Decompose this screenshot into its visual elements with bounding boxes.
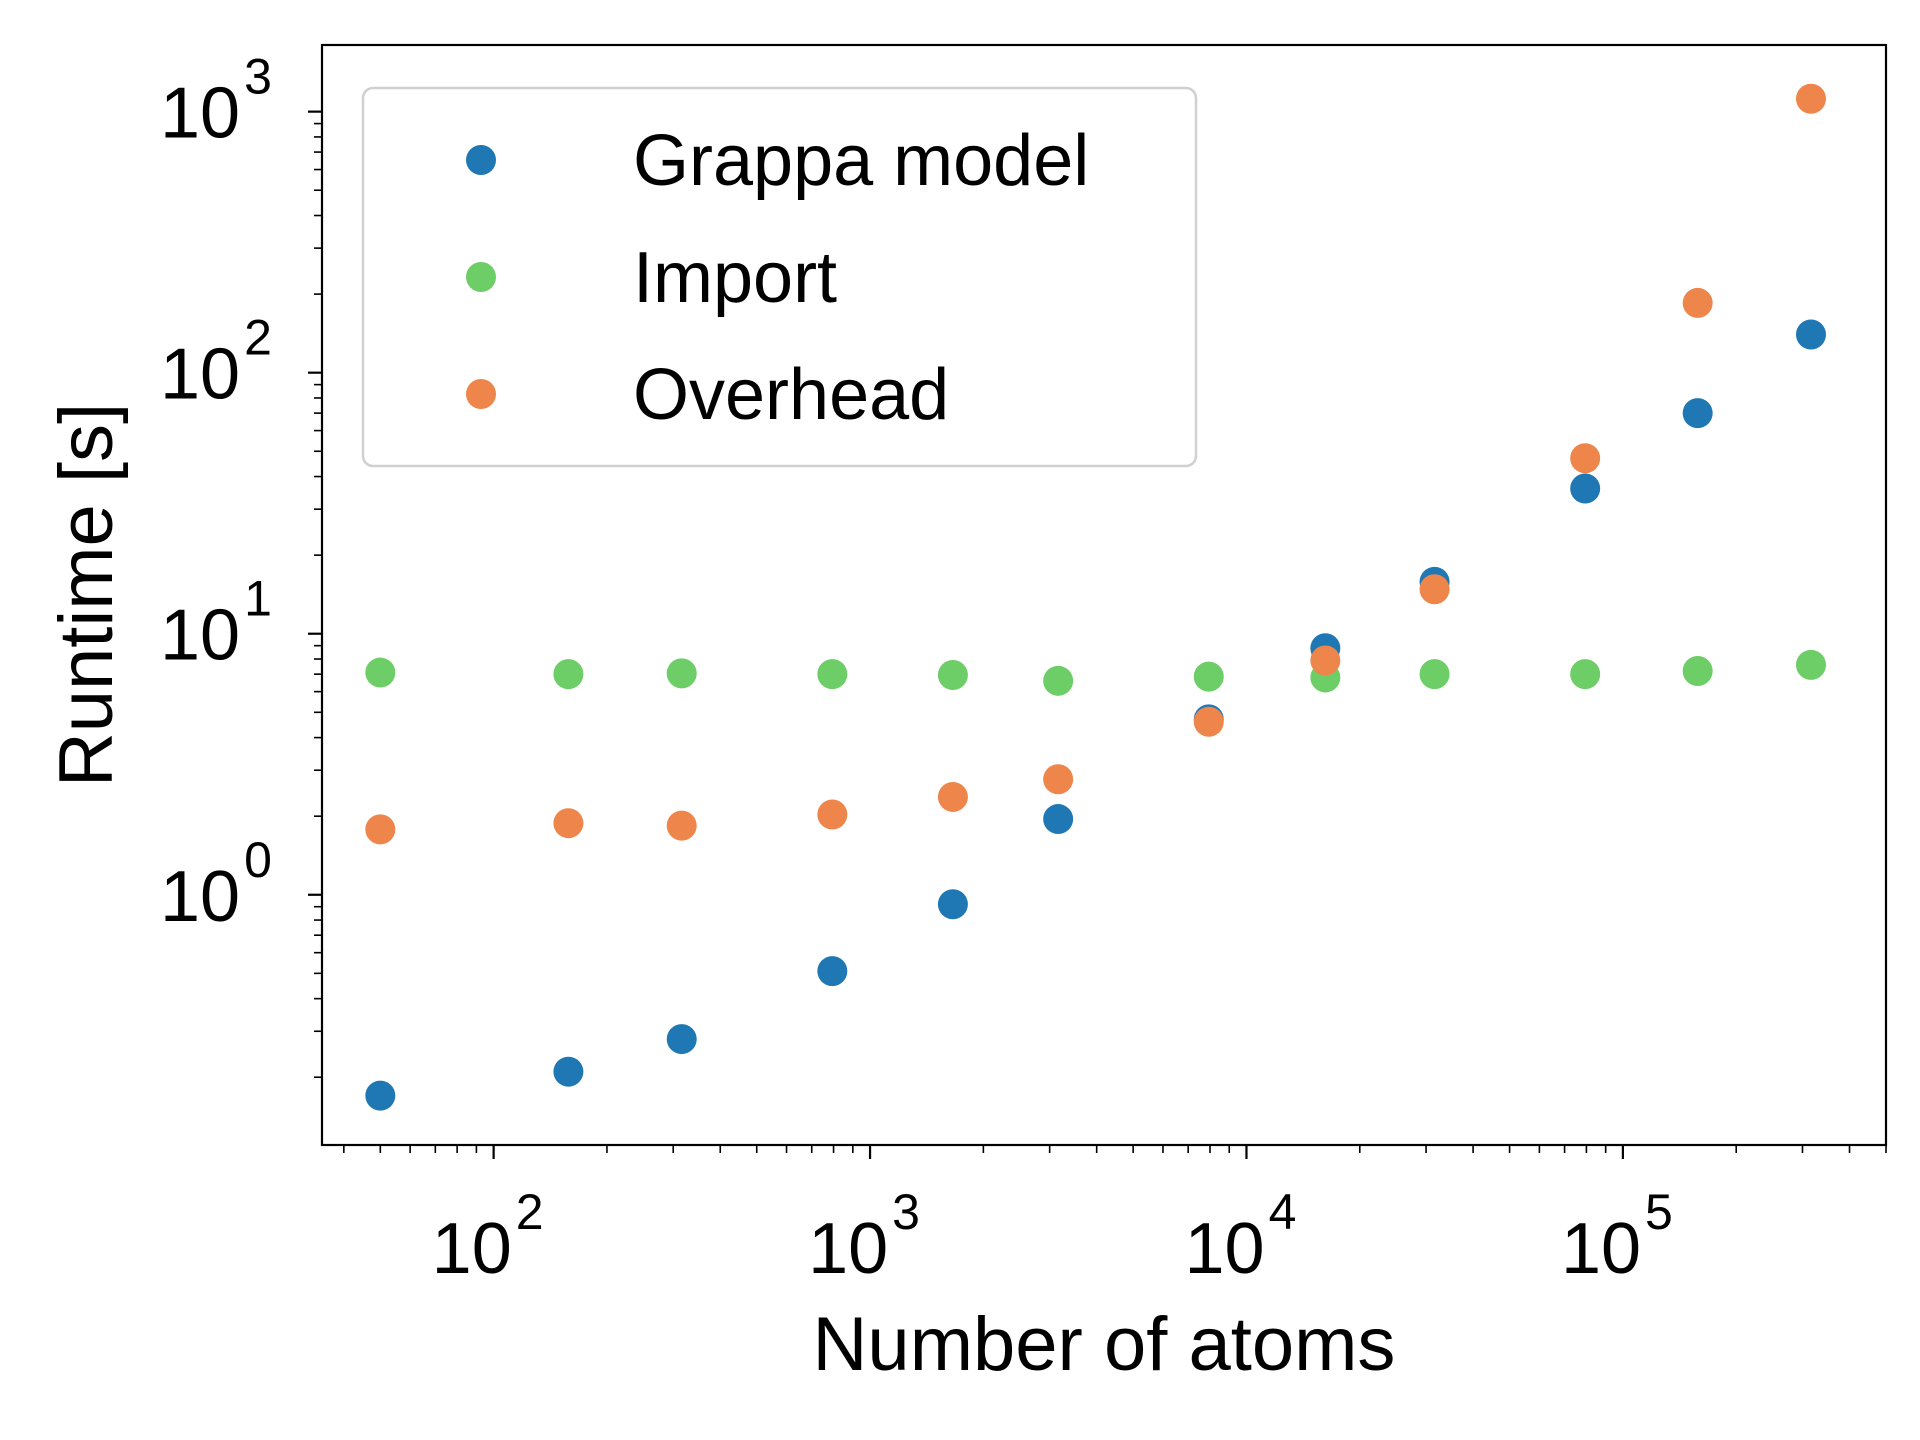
- point-import: [553, 659, 584, 690]
- point-overhead: [1193, 706, 1224, 737]
- point-grappa-model: [937, 889, 968, 920]
- points-layer: [365, 83, 1826, 1111]
- y-tick-label: 100: [160, 832, 272, 937]
- point-grappa-model: [817, 956, 848, 987]
- legend-label-overhead: Overhead: [633, 355, 949, 435]
- series-import: [365, 649, 1826, 696]
- point-import: [1795, 649, 1826, 680]
- x-axis-title: Number of atoms: [813, 1302, 1396, 1387]
- point-import: [1570, 659, 1601, 690]
- point-grappa-model: [1570, 473, 1601, 504]
- legend-marker-import: [466, 262, 496, 292]
- x-tick-label: 105: [1561, 1184, 1673, 1289]
- point-import: [817, 659, 848, 690]
- point-import: [1682, 655, 1713, 686]
- point-import: [1419, 659, 1450, 690]
- x-tick-label: 103: [808, 1184, 920, 1289]
- legend-entry-import: Import: [466, 238, 837, 318]
- legend-label-grappa-model: Grappa model: [633, 121, 1089, 201]
- point-grappa-model: [666, 1024, 697, 1055]
- point-grappa-model: [1682, 398, 1713, 429]
- legend-box: [361, 86, 1198, 468]
- x-tick-label: 102: [432, 1184, 544, 1289]
- point-grappa-model: [553, 1056, 584, 1087]
- point-overhead: [666, 810, 697, 841]
- point-grappa-model: [1043, 804, 1074, 835]
- plot-frame: [320, 43, 1888, 1147]
- point-overhead: [1795, 83, 1826, 114]
- point-overhead: [553, 808, 584, 839]
- y-tick-label: 103: [160, 49, 272, 154]
- point-overhead: [1682, 287, 1713, 318]
- point-overhead: [1419, 574, 1450, 605]
- legend-marker-overhead: [466, 379, 496, 409]
- legend-entry-grappa-model: Grappa model: [466, 121, 1089, 201]
- point-overhead: [817, 799, 848, 830]
- y-tick-label: 102: [160, 310, 272, 415]
- point-grappa-model: [1795, 319, 1826, 350]
- legend-entry-overhead: Overhead: [466, 355, 949, 435]
- point-grappa-model: [365, 1080, 396, 1111]
- point-overhead: [365, 814, 396, 845]
- point-import: [937, 659, 968, 690]
- point-overhead: [1043, 764, 1074, 795]
- y-tick-label: 101: [160, 571, 272, 676]
- point-overhead: [1310, 645, 1341, 676]
- point-import: [1043, 665, 1074, 696]
- point-import: [1193, 661, 1224, 692]
- x-tick-label: 104: [1185, 1184, 1297, 1289]
- legend-marker-grappa-model: [466, 145, 496, 175]
- point-overhead: [1570, 443, 1601, 474]
- point-import: [666, 658, 697, 689]
- legend: Grappa model Import Overhead: [361, 86, 1198, 468]
- legend-label-import: Import: [633, 238, 837, 318]
- series-overhead: [365, 83, 1826, 845]
- y-axis-title: Runtime [s]: [44, 403, 129, 787]
- point-import: [365, 657, 396, 688]
- ticks-layer: 102 103 104 105 100 101 102 103: [160, 49, 1887, 1289]
- point-overhead: [937, 781, 968, 812]
